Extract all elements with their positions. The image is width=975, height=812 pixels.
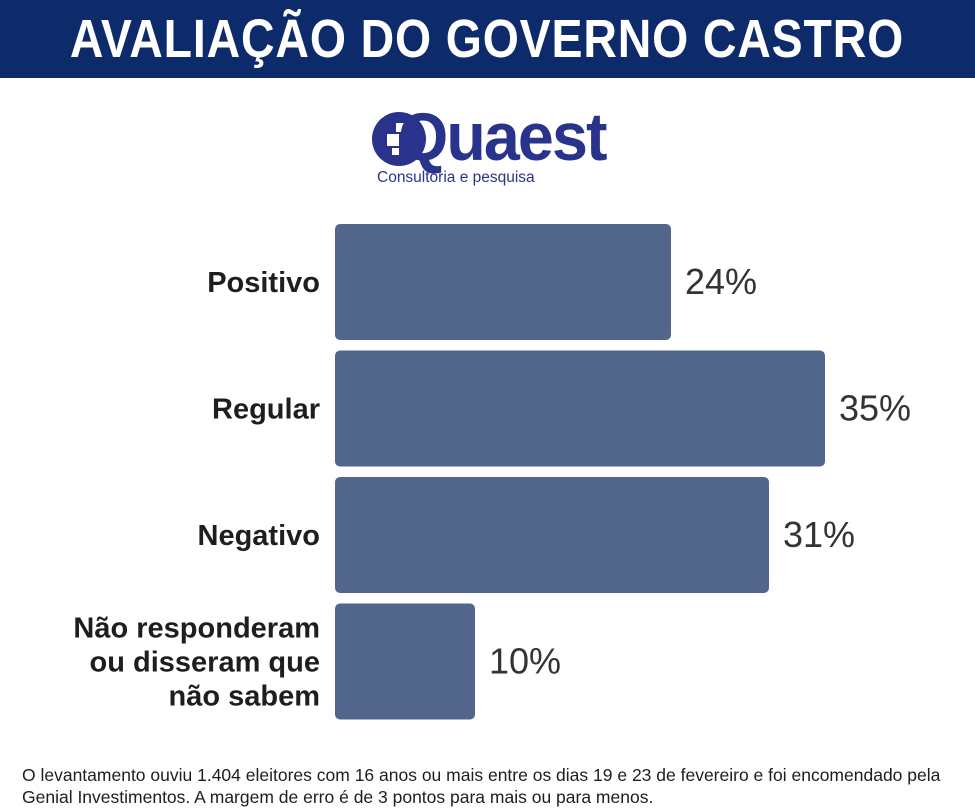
category-label: Não responderam ou disseram que não sabem [73, 613, 320, 713]
bar-2 [335, 477, 769, 593]
header-banner: AVALIAÇÃO DO GOVERNO CASTRO [0, 0, 975, 78]
value-label: 24% [685, 261, 757, 302]
logo-wordmark: Quaest [398, 99, 608, 175]
category-label: Regular [212, 394, 320, 426]
quaest-logo: Quaest Consultoria e pesquisa [372, 99, 612, 190]
footnote: O levantamento ouviu 1.404 eleitores com… [22, 765, 941, 807]
value-label: 35% [839, 388, 911, 429]
bar-0 [335, 224, 671, 340]
category-label: Positivo [207, 267, 320, 299]
value-label: 10% [489, 641, 561, 682]
logo-tagline: Consultoria e pesquisa [377, 169, 535, 186]
logo-emblem-icon [372, 112, 426, 166]
page-title: AVALIAÇÃO DO GOVERNO CASTRO [70, 9, 905, 69]
value-label: 31% [783, 514, 855, 555]
bar-chart: Positivo 24% Regular 35% Negativo 31% Não resp… [73, 224, 911, 720]
bar-1 [335, 350, 825, 467]
category-label: Negativo [198, 520, 320, 552]
bar-3 [335, 603, 475, 720]
